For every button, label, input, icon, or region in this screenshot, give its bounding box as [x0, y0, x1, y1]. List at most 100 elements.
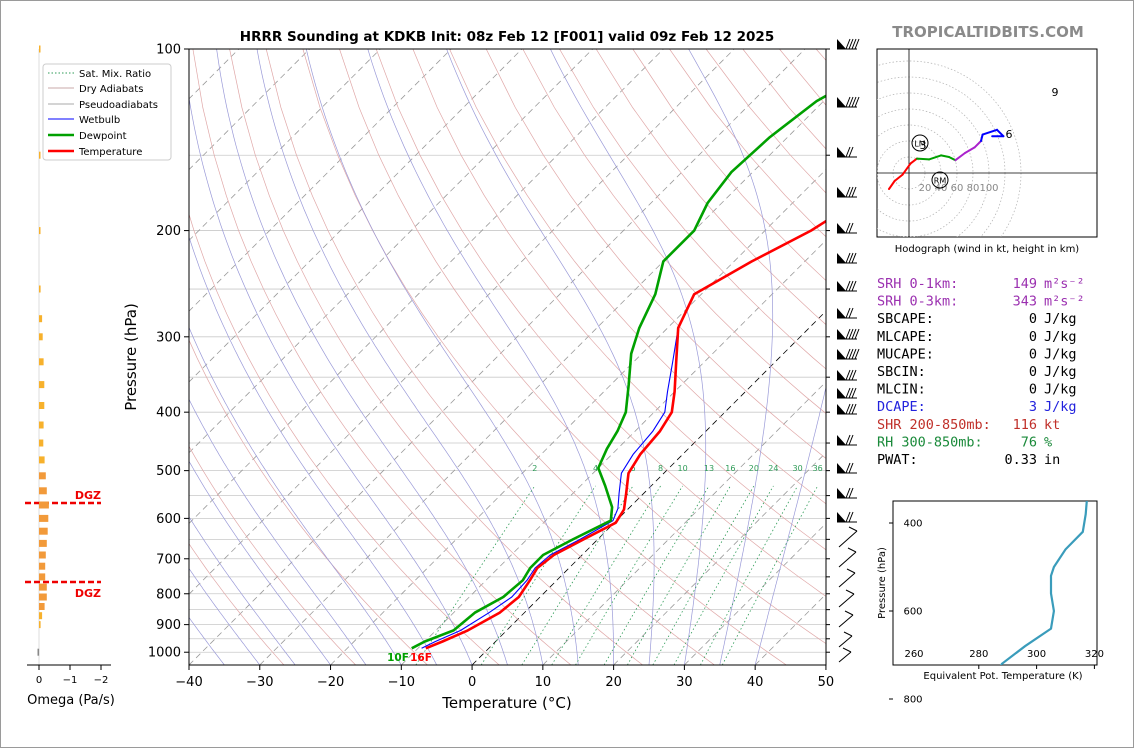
theta-e-y-axis-label: Pressure (hPa) — [877, 547, 888, 619]
theta-e-ticks: 280 300 320 260 400 600 800 — [889, 519, 1104, 706]
isotherm-line — [189, 49, 523, 383]
skewt-x-tick-label: 20 — [605, 675, 622, 690]
theta-e-x-axis-label: Equivalent Pot. Temperature (K) — [923, 671, 1082, 682]
isotherm-line — [189, 49, 452, 312]
skewt-y-tick-label: 400 — [156, 406, 181, 421]
omega-bar — [39, 593, 47, 601]
wind-barb-feather — [851, 387, 857, 399]
wind-barb-flag — [837, 253, 846, 263]
isotherm-line — [613, 452, 826, 665]
wind-barb-feather — [848, 307, 854, 319]
hodograph-trace-segment — [916, 157, 930, 161]
wind-barb-feather — [844, 610, 854, 616]
skewt-axes-frame — [188, 48, 827, 666]
isotherm-line — [330, 168, 826, 665]
wind-barb-feather — [848, 511, 854, 523]
mixing-ratio-line — [480, 485, 596, 665]
wind-barb-feather — [845, 252, 851, 264]
skewt-x-tick-label: 30 — [676, 675, 693, 690]
hodograph-trace-segment — [888, 180, 896, 190]
hodograph-trace-segment — [973, 140, 982, 149]
wind-barb-feather — [845, 434, 851, 446]
dry-adiabat-line — [189, 445, 356, 665]
mixing-ratio-line — [551, 485, 661, 665]
parameter-label: SHR 200-850mb: — [877, 417, 991, 433]
wind-barb-feather — [848, 186, 854, 198]
skewt-legend: Sat. Mix. Ratio Dry Adiabats Pseudoadiab… — [42, 63, 172, 161]
wind-barb-feather — [848, 434, 854, 446]
parameter-unit: J/kg — [1044, 329, 1077, 345]
wind-barb-feather — [842, 647, 852, 653]
parameter-label: PWAT: — [877, 452, 918, 468]
dry-adiabat-line — [189, 543, 285, 665]
hodograph-ring-label: 60 — [951, 183, 964, 194]
dry-adiabat-line — [485, 49, 826, 459]
theta-e-x-tick-label: 300 — [1027, 649, 1046, 660]
wind-barb-feather — [848, 526, 858, 532]
wind-barb-flag — [837, 488, 846, 498]
wind-barb-feather — [854, 328, 860, 340]
omega-bar — [39, 358, 44, 366]
wind-barb-feather — [848, 280, 854, 292]
wind-barb-flag — [837, 463, 846, 473]
wind-barb-shaft — [838, 614, 854, 628]
wind-barb-flag — [837, 404, 846, 414]
wind-barb-feather — [845, 307, 851, 319]
skewt-x-tick-label: 0 — [468, 675, 476, 690]
pseudoadiabat-line — [754, 385, 826, 665]
wind-barb-feather — [854, 96, 860, 108]
wind-barb-feather — [851, 280, 857, 292]
storm-motion-label: RM — [934, 177, 947, 186]
legend-label-dewpoint: Dewpoint — [79, 131, 127, 142]
omega-bar — [39, 612, 43, 620]
hodograph-trace-segment — [981, 128, 998, 136]
parameter-unit: J/kg — [1044, 364, 1077, 380]
dry-adiabat-line — [559, 49, 826, 370]
theta-e-plot — [1000, 501, 1088, 665]
wind-barb-feather — [848, 222, 854, 234]
pseudoadiabat-line — [189, 616, 225, 665]
wind-barb-flag — [837, 223, 846, 233]
wind-barb-feather — [854, 348, 860, 360]
parameter-unit: J/kg — [1044, 346, 1077, 362]
omega-bar — [39, 621, 41, 629]
omega-bar — [39, 472, 46, 480]
dry-adiabat-line — [412, 49, 826, 551]
omega-bar — [39, 539, 47, 547]
pseudoadiabat-line — [550, 49, 707, 665]
hodograph-trace-segment — [909, 157, 918, 165]
dry-adiabat-line — [449, 49, 826, 505]
wind-barb-feather — [845, 280, 851, 292]
dgz-label-bottom: DGZ — [75, 587, 101, 600]
parameter-value: 76 — [1021, 434, 1037, 450]
wind-barb-shaft — [838, 651, 852, 663]
skewt-x-tick-label: −30 — [246, 675, 273, 690]
wind-barb-flag — [837, 147, 846, 157]
omega-bar — [39, 514, 49, 522]
parameter-unit: J/kg — [1044, 311, 1077, 327]
omega-bar — [39, 439, 44, 447]
wind-barb-feather — [851, 252, 857, 264]
skewt-y-tick-label: 500 — [156, 464, 181, 479]
wind-barb-feather — [848, 328, 854, 340]
omega-bar — [39, 562, 46, 570]
omega-bar — [37, 648, 40, 656]
wind-barb-feather — [845, 222, 851, 234]
wind-barb-shaft — [838, 635, 853, 648]
legend-label-mixing-ratio: Sat. Mix. Ratio — [79, 69, 151, 80]
wind-barb-feather — [847, 547, 857, 553]
parameter-label: SBCAPE: — [877, 311, 934, 327]
parameter-value: 0 — [1029, 364, 1037, 380]
surface-temperature-label: 16F — [410, 652, 432, 664]
hodograph-trace-segment — [980, 133, 984, 142]
legend-label-pseudoadiabats: Pseudoadiabats — [79, 100, 158, 111]
wind-barb-flag — [837, 349, 846, 359]
hodograph-height-label: 6 — [1006, 128, 1013, 141]
skewt-x-tick-label: 40 — [747, 675, 764, 690]
wind-barb-feather — [851, 348, 857, 360]
wind-barb-shaft — [838, 593, 855, 608]
storm-motion-label: LM — [914, 140, 925, 149]
hodograph-trace-segment — [964, 146, 976, 154]
sounding-parameters: SRH 0-1km: 149 m²s⁻² SRH 0-3km: 343 m²s⁻² SBCA… — [877, 276, 1085, 468]
